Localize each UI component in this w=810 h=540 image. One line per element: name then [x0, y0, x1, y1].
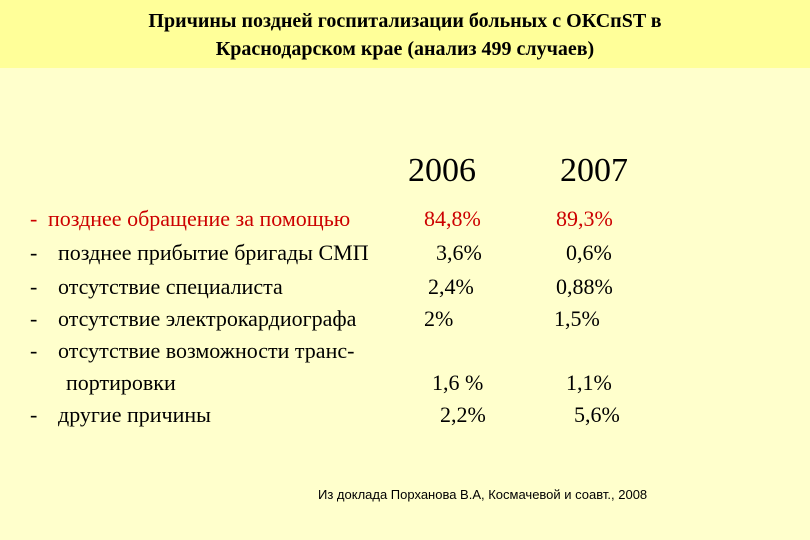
title-line-1: Причины поздней госпитализации больных с… [148, 10, 662, 32]
reason-label: другие причины [58, 402, 211, 427]
reason-label: позднее прибытие бригады СМП [58, 240, 369, 265]
value-2007: 89,3% [556, 206, 613, 231]
title-bar: Причины поздней госпитализации больных с… [0, 0, 810, 68]
source-citation: Из доклада Порханова В.А, Космачевой и с… [318, 487, 648, 502]
row-dash: - [30, 206, 38, 231]
value-2007: 0,6% [566, 240, 612, 265]
reason-label: позднее обращение за помощью [48, 206, 351, 231]
row-dash: - [30, 338, 38, 363]
value-2007: 1,1% [566, 370, 612, 395]
reason-label: отсутствие возможности транс- [58, 338, 355, 363]
year-header-2007: 2007 [560, 152, 628, 189]
value-2006: 2% [424, 306, 454, 331]
value-2006: 1,6 % [432, 370, 484, 395]
row-dash: - [30, 306, 38, 331]
row-dash: - [30, 240, 38, 265]
reason-label: отсутствие электрокардиографа [58, 306, 357, 331]
row-dash: - [30, 274, 38, 299]
value-2006: 3,6% [436, 240, 482, 265]
reason-label: отсутствие специалиста [58, 274, 283, 299]
reason-label-continuation: портировки [66, 370, 176, 395]
value-2006: 2,2% [440, 402, 486, 427]
value-2007: 1,5% [554, 306, 600, 331]
value-2007: 5,6% [574, 402, 620, 427]
year-header-2006: 2006 [408, 152, 476, 189]
value-2006: 2,4% [428, 274, 474, 299]
title-line-2: Краснодарском крае (анализ 499 случаев) [215, 38, 595, 60]
value-2006: 84,8% [424, 206, 481, 231]
row-dash: - [30, 402, 38, 427]
value-2007: 0,88% [556, 274, 613, 299]
